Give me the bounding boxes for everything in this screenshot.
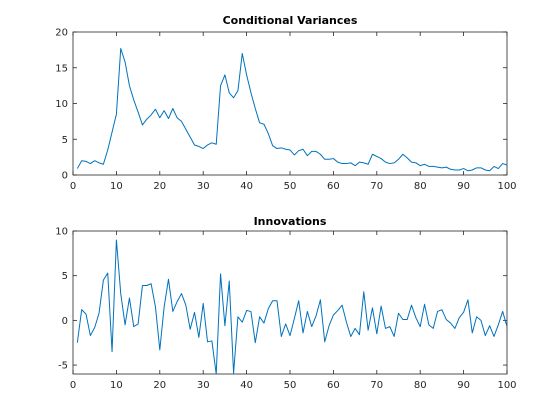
x-tick-label: 100 bbox=[497, 380, 516, 391]
y-tick-label: 5 bbox=[62, 271, 68, 282]
x-tick-label: 100 bbox=[497, 181, 516, 192]
x-tick-label: 30 bbox=[197, 380, 210, 391]
series-line-conditional-variances bbox=[76, 47, 508, 172]
x-tick-label: 30 bbox=[197, 181, 210, 192]
axis-ticks-conditional-variances: 0 10 20 30 40 50 60 70 80 90 100 0 5 10 15 20 bbox=[55, 28, 516, 193]
plot-area-innovations bbox=[72, 230, 508, 375]
x-tick-label: 0 bbox=[70, 181, 76, 192]
y-tick-label: 0 bbox=[62, 316, 68, 327]
x-tick-label: 70 bbox=[370, 181, 383, 192]
x-tick-label: 20 bbox=[153, 181, 166, 192]
x-tick-label: 90 bbox=[457, 380, 470, 391]
x-tick-label: 10 bbox=[110, 181, 123, 192]
x-tick-label: 50 bbox=[284, 380, 297, 391]
y-tick-label: 10 bbox=[55, 99, 68, 110]
y-tick-label: -5 bbox=[58, 361, 68, 372]
y-tick-label: 15 bbox=[55, 63, 68, 74]
series-conditional-variances bbox=[76, 47, 508, 172]
series-line-innovations bbox=[76, 239, 508, 375]
axes-conditional-variances: Conditional Variances 0 10 20 30 40 50 60 70 80 9… bbox=[55, 14, 516, 192]
x-tick-label: 40 bbox=[240, 181, 253, 192]
x-tick-label: 50 bbox=[284, 181, 297, 192]
x-tick-label: 0 bbox=[70, 380, 76, 391]
x-tick-label: 80 bbox=[414, 380, 427, 391]
y-tick-label: 10 bbox=[55, 227, 68, 238]
plot-area-conditional-variances bbox=[72, 31, 508, 176]
x-tick-label: 20 bbox=[153, 380, 166, 391]
y-tick-label: 20 bbox=[55, 28, 68, 39]
x-tick-label: 70 bbox=[370, 380, 383, 391]
x-tick-label: 10 bbox=[110, 380, 123, 391]
x-tick-label: 60 bbox=[327, 380, 340, 391]
y-tick-label: 0 bbox=[62, 171, 68, 182]
x-tick-label: 90 bbox=[457, 181, 470, 192]
y-tick-label: 5 bbox=[62, 135, 68, 146]
chart-title-conditional-variances: Conditional Variances bbox=[223, 14, 358, 27]
x-tick-label: 80 bbox=[414, 181, 427, 192]
x-tick-label: 40 bbox=[240, 380, 253, 391]
x-tick-label: 60 bbox=[327, 181, 340, 192]
series-innovations bbox=[76, 239, 508, 375]
chart-title-innovations: Innovations bbox=[254, 215, 327, 228]
